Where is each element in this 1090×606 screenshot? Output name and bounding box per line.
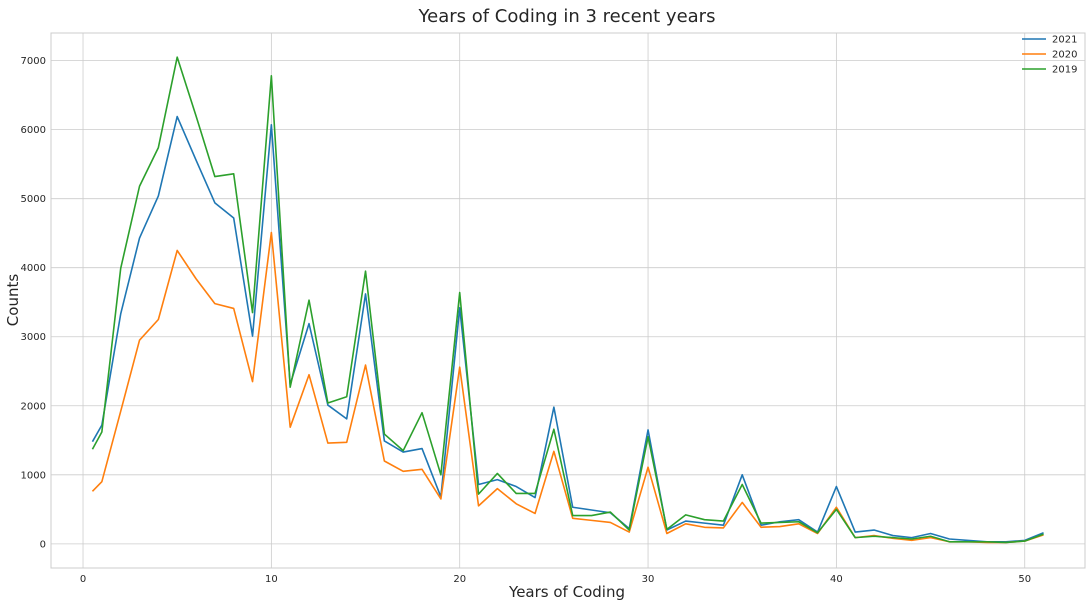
legend-label-2019: 2019 bbox=[1052, 65, 1077, 76]
chart-title: Years of Coding in 3 recent years bbox=[418, 6, 716, 27]
y-tick-label: 2000 bbox=[21, 401, 46, 412]
series-lines bbox=[91, 56, 1044, 544]
y-tick-label: 6000 bbox=[21, 125, 46, 136]
plot-frame bbox=[50, 32, 1086, 569]
legend-label-2021: 2021 bbox=[1052, 35, 1077, 46]
tick-labels: 0 10 20 30 40 50 0 1000 2000 3000 4000 5000 6000 7000 bbox=[21, 56, 1032, 585]
y-tick-label: 5000 bbox=[21, 194, 46, 205]
x-tick-label: 20 bbox=[453, 574, 466, 585]
legend-label-2020: 2020 bbox=[1052, 50, 1077, 61]
x-tick-label: 30 bbox=[642, 574, 655, 585]
series-line-2021 bbox=[91, 115, 1044, 543]
legend: 2021 2020 2019 bbox=[1022, 35, 1077, 76]
grid bbox=[51, 33, 1085, 568]
x-tick-label: 40 bbox=[830, 574, 843, 585]
x-tick-label: 0 bbox=[80, 574, 86, 585]
y-tick-label: 4000 bbox=[21, 263, 46, 274]
y-tick-label: 0 bbox=[40, 539, 46, 550]
y-tick-label: 3000 bbox=[21, 332, 46, 343]
y-axis-title: Counts bbox=[4, 274, 22, 327]
x-tick-label: 10 bbox=[265, 574, 278, 585]
x-tick-label: 50 bbox=[1018, 574, 1031, 585]
series-line-2019 bbox=[91, 56, 1044, 544]
x-axis-title: Years of Coding bbox=[508, 583, 625, 601]
y-tick-label: 1000 bbox=[21, 470, 46, 481]
y-tick-label: 7000 bbox=[21, 56, 46, 67]
